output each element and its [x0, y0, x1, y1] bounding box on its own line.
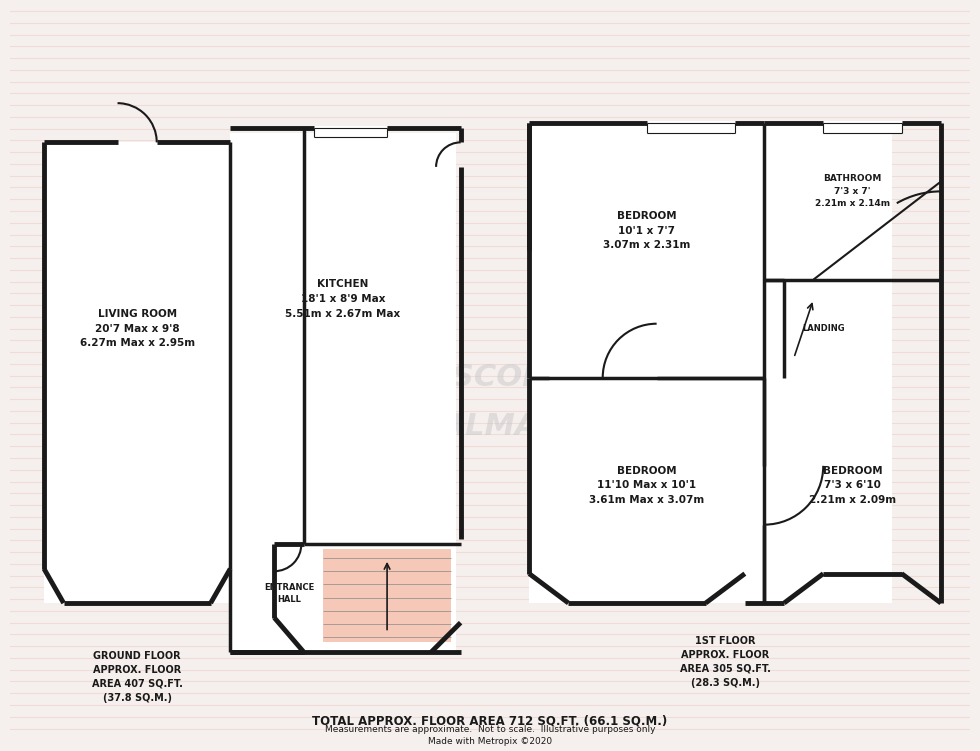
Text: GROUND FLOOR
APPROX. FLOOR
AREA 407 SQ.FT.
(37.8 SQ.M.): GROUND FLOOR APPROX. FLOOR AREA 407 SQ.F… [92, 650, 182, 703]
Text: BASCOME: BASCOME [406, 363, 574, 392]
Text: BEDROOM
7'3 x 6'10
2.21m x 2.09m: BEDROOM 7'3 x 6'10 2.21m x 2.09m [809, 466, 897, 505]
Bar [314, 125, 387, 137]
Text: Measurements are approximate.  Not to scale.  Illustrative purposes only
Made wi: Measurements are approximate. Not to sca… [324, 725, 656, 746]
Bar [304, 544, 456, 652]
Text: TOTAL APPROX. FLOOR AREA 712 SQ.FT. (66.1 SQ.M.): TOTAL APPROX. FLOOR AREA 712 SQ.FT. (66.… [313, 714, 667, 727]
Text: KITCHEN
18'1 x 8'9 Max
5.51m x 2.67m Max: KITCHEN 18'1 x 8'9 Max 5.51m x 2.67m Max [285, 279, 401, 319]
Text: BATHROOM
7'3 x 7'
2.21m x 2.14m: BATHROOM 7'3 x 7' 2.21m x 2.14m [815, 174, 890, 208]
Bar [529, 378, 892, 603]
Text: BEDROOM
10'1 x 7'7
3.07m x 2.31m: BEDROOM 10'1 x 7'7 3.07m x 2.31m [603, 211, 691, 250]
Bar [529, 122, 892, 378]
Text: LANDING: LANDING [802, 324, 845, 333]
Text: LIVING ROOM
20'7 Max x 9'8
6.27m Max x 2.95m: LIVING ROOM 20'7 Max x 9'8 6.27m Max x 2… [79, 309, 195, 348]
Bar [764, 279, 823, 378]
Text: ENTRANCE
HALL: ENTRANCE HALL [264, 583, 315, 604]
Bar [823, 121, 902, 133]
Bar [323, 549, 451, 642]
Text: HALMAN: HALMAN [416, 412, 564, 441]
Text: BEDROOM
11'10 Max x 10'1
3.61m Max x 3.07m: BEDROOM 11'10 Max x 10'1 3.61m Max x 3.0… [589, 466, 705, 505]
Text: 1ST FLOOR
APPROX. FLOOR
AREA 305 SQ.FT.
(28.3 SQ.M.): 1ST FLOOR APPROX. FLOOR AREA 305 SQ.FT. … [680, 636, 770, 688]
Bar [44, 143, 230, 603]
Bar [230, 133, 456, 652]
Bar [647, 121, 735, 133]
